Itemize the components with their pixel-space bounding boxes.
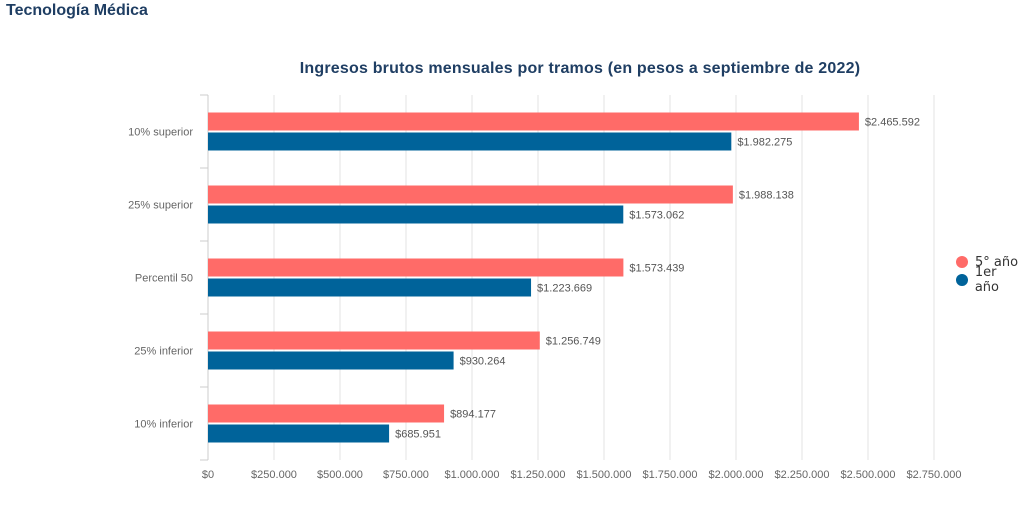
chart-title: Ingresos brutos mensuales por tramos (en… xyxy=(299,60,861,77)
bar xyxy=(208,331,540,350)
x-tick-label: $750.000 xyxy=(383,469,429,481)
x-tick-label: $2.250.000 xyxy=(774,469,829,481)
legend-label-5-year: 5° año xyxy=(975,254,1019,270)
x-tick-label: $1.750.000 xyxy=(642,469,697,481)
x-tick-label: $250.000 xyxy=(251,469,297,481)
bar xyxy=(208,205,624,224)
data-label: $1.573.062 xyxy=(629,210,684,222)
data-label: $1.982.275 xyxy=(737,137,792,149)
category-label: 10% superior xyxy=(128,127,193,139)
x-tick-label: $2.750.000 xyxy=(906,469,961,481)
data-label: $1.988.138 xyxy=(739,190,794,202)
x-tick-label: $2.500.000 xyxy=(840,469,895,481)
data-label: $685.951 xyxy=(395,429,441,441)
legend: 5° año 1er año xyxy=(956,253,1024,295)
bar xyxy=(208,112,859,131)
category-label: 25% inferior xyxy=(134,346,193,358)
legend-label-1-year: 1er año xyxy=(974,265,999,295)
data-label: $1.573.439 xyxy=(629,263,684,275)
legend-item-1-year[interactable]: 1er año xyxy=(956,265,1024,295)
data-label: $2.465.592 xyxy=(865,117,920,129)
bar xyxy=(208,185,733,204)
legend-item-5-year[interactable]: 5° año xyxy=(956,253,1024,271)
x-tick-label: $1.000.000 xyxy=(444,469,499,481)
category-label: 10% inferior xyxy=(134,419,193,431)
bar xyxy=(208,424,390,443)
data-label: $930.264 xyxy=(460,356,506,368)
bar xyxy=(208,351,454,370)
x-tick-label: $1.500.000 xyxy=(576,469,631,481)
x-tick-label: $1.250.000 xyxy=(510,469,565,481)
data-label: $1.256.749 xyxy=(546,336,601,348)
data-label: $1.223.669 xyxy=(537,283,592,295)
legend-swatch-1-year xyxy=(956,274,968,286)
category-label: Percentil 50 xyxy=(135,273,193,285)
data-label: $894.177 xyxy=(450,409,496,421)
legend-swatch-5-year xyxy=(956,256,968,268)
bar xyxy=(208,132,732,151)
x-tick-label: $2.000.000 xyxy=(708,469,763,481)
category-label: 25% superior xyxy=(128,200,193,212)
x-tick-label: $0 xyxy=(202,469,214,481)
x-tick-label: $500.000 xyxy=(317,469,363,481)
page-header: Tecnología Médica xyxy=(6,2,148,19)
bar xyxy=(208,278,532,297)
bar xyxy=(208,258,624,277)
bar xyxy=(208,404,445,423)
